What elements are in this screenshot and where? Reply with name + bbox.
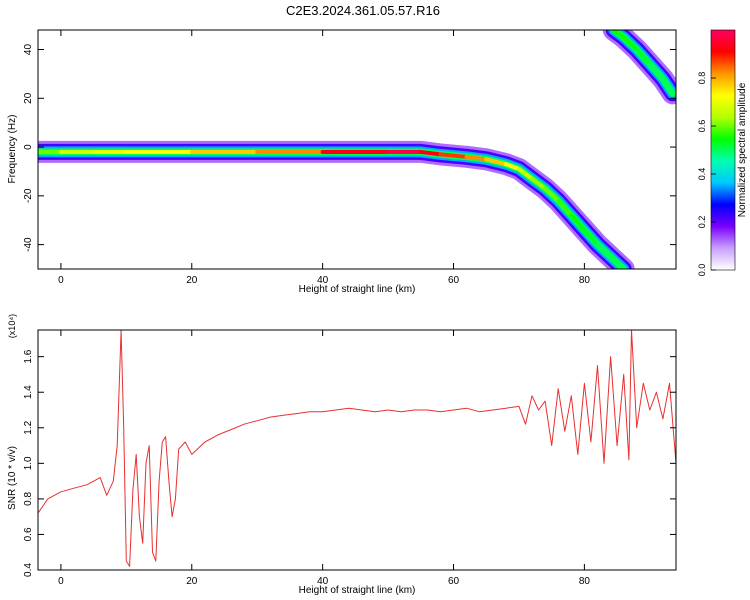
ridge-core	[543, 186, 561, 203]
y-tick-label: 1.0	[23, 456, 34, 470]
y-tick-label: 20	[23, 92, 34, 104]
colorbar-tick-label: 0.8	[697, 72, 707, 85]
spectrogram-ridge	[38, 30, 676, 269]
ridge-aliased-core	[634, 47, 652, 67]
spectrogram-ticks: 0 20 40 60 80 -40 -20 0 20 40	[23, 30, 676, 286]
y-tick-label: 1.2	[23, 420, 34, 434]
y-tick-label: -20	[23, 188, 34, 203]
x-tick-label: 80	[579, 576, 591, 587]
ridge-core	[556, 198, 574, 218]
ridge-core	[595, 242, 613, 259]
y-tick-label: 1.4	[23, 385, 34, 399]
colorbar-tick-label: 0.6	[697, 120, 707, 133]
colorbar-tick-label: 0.2	[697, 216, 707, 229]
y-tick-label: 0.8	[23, 492, 34, 506]
snr-y-label: SNR (10 * v/v)	[7, 446, 18, 510]
ridge-core	[464, 154, 489, 162]
spectrogram-y-label: Frequency (Hz)	[7, 115, 18, 184]
ridge-core	[418, 149, 443, 157]
spectrogram-panel: 0 20 40 60 80 -40 -20 0 20 40 Height of straight …	[7, 29, 677, 295]
snr-ticks: 0 20 40 60 80 0.4 0.6 0.8 1.0 1.2 1.4 1.6	[23, 330, 676, 587]
ridge-core	[516, 167, 535, 181]
colorbar-scale	[710, 29, 736, 271]
ridge-core	[438, 152, 469, 159]
ridge-core	[503, 162, 521, 172]
ridge-aliased-core	[621, 35, 639, 52]
snr-line	[38, 330, 676, 567]
snr-x-label: Height of straight line (km)	[299, 585, 416, 596]
colorbar: 0.0 0.2 0.4 0.6 0.8 Normalized spectral ampl…	[697, 29, 748, 277]
x-tick-label: 20	[186, 275, 198, 286]
y-tick-label: 0	[23, 144, 34, 150]
ridge-core	[582, 227, 600, 247]
x-tick-label: 40	[317, 576, 329, 587]
spectrogram-x-label: Height of straight line (km)	[299, 284, 416, 295]
ridge-core	[484, 157, 508, 167]
snr-panel: 0 20 40 60 80 0.4 0.6 0.8 1.0 1.2 1.4 1.6 Height of…	[7, 314, 677, 596]
ridge-core	[569, 213, 587, 232]
colorbar-tick-label: 0.0	[697, 264, 707, 277]
x-tick-label: 60	[448, 275, 460, 286]
y-tick-label: 1.6	[23, 349, 34, 363]
y-tick-label: -40	[23, 237, 34, 252]
colorbar-label: Normalized spectral amplitude	[737, 82, 748, 217]
x-tick-label: 20	[186, 576, 198, 587]
snr-multiplier: (x10⁴)	[7, 314, 17, 338]
y-tick-label: 0.6	[23, 527, 34, 541]
ridge-aliased-core	[660, 76, 675, 96]
figure-title: C2E3.2024.361.05.57.R16	[286, 3, 440, 18]
snr-frame	[37, 329, 677, 571]
spectrogram-frame	[37, 29, 677, 270]
ridge-aliased-core	[647, 62, 665, 81]
snr-background	[38, 330, 676, 570]
colorbar-ticks: 0.0 0.2 0.4 0.6 0.8	[697, 72, 716, 277]
ridge-core	[530, 176, 548, 191]
colorbar-tick-label: 0.4	[697, 168, 707, 181]
x-tick-label: 80	[579, 275, 591, 286]
ridge-aliased-core	[611, 30, 626, 40]
x-tick-label: 0	[58, 275, 64, 286]
x-tick-label: 0	[58, 576, 64, 587]
y-tick-label: 40	[23, 44, 34, 56]
snr-series	[38, 330, 676, 567]
ridge-core	[608, 254, 626, 269]
x-tick-label: 40	[317, 275, 329, 286]
x-tick-label: 60	[448, 576, 460, 587]
y-tick-label: 0.4	[23, 563, 34, 577]
